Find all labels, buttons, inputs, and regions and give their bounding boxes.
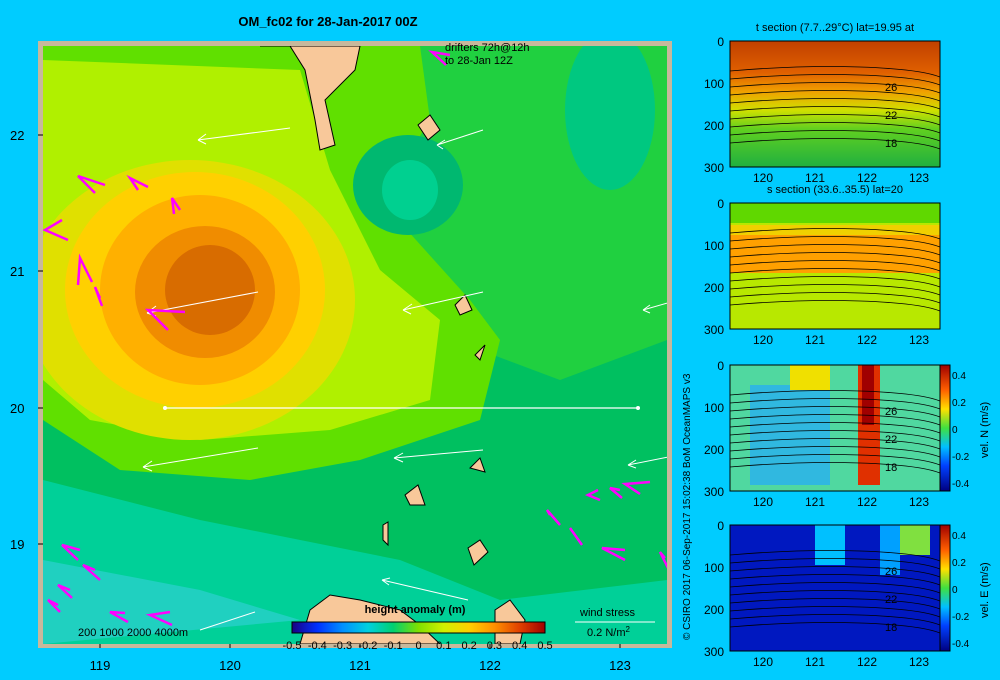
contour-label: 26 (885, 82, 897, 94)
depth-tick: 200 (704, 281, 724, 295)
colorbar-tick: -0.5 (283, 640, 302, 652)
land-taiwan (260, 46, 361, 151)
height-anomaly-field (43, 46, 667, 644)
colorbar-tick: -0.2 (358, 640, 377, 652)
lon-tick: 121 (805, 655, 825, 669)
lon-tick-122: 122 (479, 658, 501, 673)
map-title: OM_fc02 for 28-Jan-2017 00Z (238, 14, 417, 29)
depth-tick: 300 (704, 323, 724, 337)
section-panel-1: t section (7.7..29°C) lat=19.95 at 0 100 20… (704, 22, 941, 185)
colorbar-tick: -0.3 (333, 640, 352, 652)
lat-tick-22: 22 (10, 128, 24, 143)
colorbar-tick: 0.5 (537, 640, 552, 652)
section-panel-2: s section (33.6..35.5) lat=20 0 100 200 300 1… (704, 184, 941, 347)
depth-tick: 100 (704, 561, 724, 575)
drifters-label: drifters 72h@12h (445, 42, 530, 54)
height-colorbar: height anomaly (m) -0.5 -0.4 -0.3 -0.2 -0.1 0… (283, 604, 553, 652)
section-panel-3: 0 100 200 300 120 121 122 123 26 22 18 0.4 0.2 0 -0.2 -… (704, 359, 991, 509)
lon-tick-120: 120 (219, 658, 241, 673)
lon-tick: 123 (909, 171, 929, 185)
depth-tick: 0 (717, 197, 724, 211)
drifters-label-2: to 28-Jan 12Z (445, 55, 513, 67)
depth-tick: 300 (704, 645, 724, 659)
panel-title: t section (7.7..29°C) lat=19.95 at (756, 22, 914, 34)
lon-tick-123: 123 (609, 658, 631, 673)
contour-label: 18 (885, 462, 897, 474)
contour-label: 22 (885, 594, 897, 606)
vel-colorbar-tick: 0.4 (952, 531, 966, 542)
depth-tick: 200 (704, 603, 724, 617)
contour-label: 22 (885, 434, 897, 446)
contour-label: 22 (885, 110, 897, 122)
credit-text: © CSIRO 2017 06-Sep-2017 15:02:38 BoM Oc… (682, 373, 693, 640)
lon-tick-119: 119 (90, 658, 111, 673)
lon-tick: 120 (753, 655, 773, 669)
depth-tick: 0 (717, 35, 724, 49)
vel-colorbar-label: vel. N (m/s) (979, 402, 991, 458)
vel-colorbar-tick: -0.2 (952, 612, 970, 623)
colorbar-tick: 0 (415, 640, 421, 652)
lon-tick: 123 (909, 495, 929, 509)
colorbar-tick: 0.4 (512, 640, 527, 652)
vel-colorbar-label: vel. E (m/s) (979, 562, 991, 618)
section-panel-4: 0 100 200 300 120 121 122 123 26 22 18 0.4 0.2 0 -0.2 -… (704, 519, 991, 669)
depth-tick: 200 (704, 119, 724, 133)
lon-tick: 123 (909, 333, 929, 347)
vel-colorbar-tick: 0 (952, 425, 958, 436)
lon-tick: 122 (857, 495, 877, 509)
wind-stress-value: 0.2 N/m2 (587, 625, 631, 639)
lat-tick-21: 21 (10, 264, 24, 279)
contour-label: 18 (885, 138, 897, 150)
lon-tick: 120 (753, 171, 773, 185)
colorbar-title: height anomaly (m) (365, 604, 466, 616)
vel-colorbar-tick: -0.4 (952, 639, 970, 650)
contour-label: 18 (885, 622, 897, 634)
lat-tick-20: 20 (10, 401, 24, 416)
depth-tick: 300 (704, 485, 724, 499)
vel-colorbar-tick: 0.4 (952, 371, 966, 382)
vel-colorbar-tick: 0.2 (952, 398, 966, 409)
colorbar-tick: -0.4 (308, 640, 327, 652)
vel-colorbar-tick: -0.2 (952, 452, 970, 463)
drifter-tracks (43, 50, 667, 627)
lon-tick: 121 (805, 171, 825, 185)
depth-tick: 0 (717, 359, 724, 373)
lon-tick: 121 (805, 495, 825, 509)
vel-colorbar-tick: 0.2 (952, 558, 966, 569)
vel-colorbar-tick: -0.4 (952, 479, 970, 490)
contour-label: 26 (885, 406, 897, 418)
colorbar-tick: 0.2 (461, 640, 476, 652)
lon-tick: 123 (909, 655, 929, 669)
depth-tick: 300 (704, 161, 724, 175)
colorbar-tick: 0.3 (487, 640, 502, 652)
lat-tick-19: 19 (10, 537, 24, 552)
colorbar-tick: 0.1 (436, 640, 451, 652)
depth-tick: 100 (704, 77, 724, 91)
contour-label: 26 (885, 566, 897, 578)
lon-tick: 122 (857, 171, 877, 185)
lon-tick: 120 (753, 333, 773, 347)
section-panels: t section (7.7..29°C) lat=19.95 at 0 100 20… (704, 22, 991, 669)
lon-tick: 121 (805, 333, 825, 347)
depth-tick: 0 (717, 519, 724, 533)
wind-stress-label: wind stress (579, 607, 636, 619)
lon-tick-121: 121 (349, 658, 371, 673)
depth-tick: 200 (704, 443, 724, 457)
depth-tick: 100 (704, 401, 724, 415)
panel-title: s section (33.6..35.5) lat=20 (767, 184, 903, 196)
lon-tick: 122 (857, 655, 877, 669)
bathy-legend: 200 1000 2000 4000m (78, 627, 188, 639)
lon-tick: 122 (857, 333, 877, 347)
colorbar-tick: -0.1 (384, 640, 403, 652)
depth-tick: 100 (704, 239, 724, 253)
lon-tick: 120 (753, 495, 773, 509)
vel-colorbar-tick: 0 (952, 585, 958, 596)
